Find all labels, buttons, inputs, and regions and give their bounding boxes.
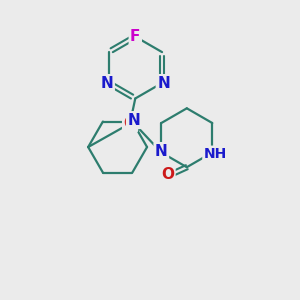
Text: N: N: [101, 76, 113, 91]
Text: N: N: [128, 112, 140, 128]
Text: N: N: [155, 143, 168, 158]
Text: F: F: [130, 29, 140, 44]
Text: N: N: [157, 76, 170, 91]
Text: O: O: [161, 167, 174, 182]
Text: NH: NH: [204, 147, 227, 161]
Text: O: O: [124, 116, 136, 131]
